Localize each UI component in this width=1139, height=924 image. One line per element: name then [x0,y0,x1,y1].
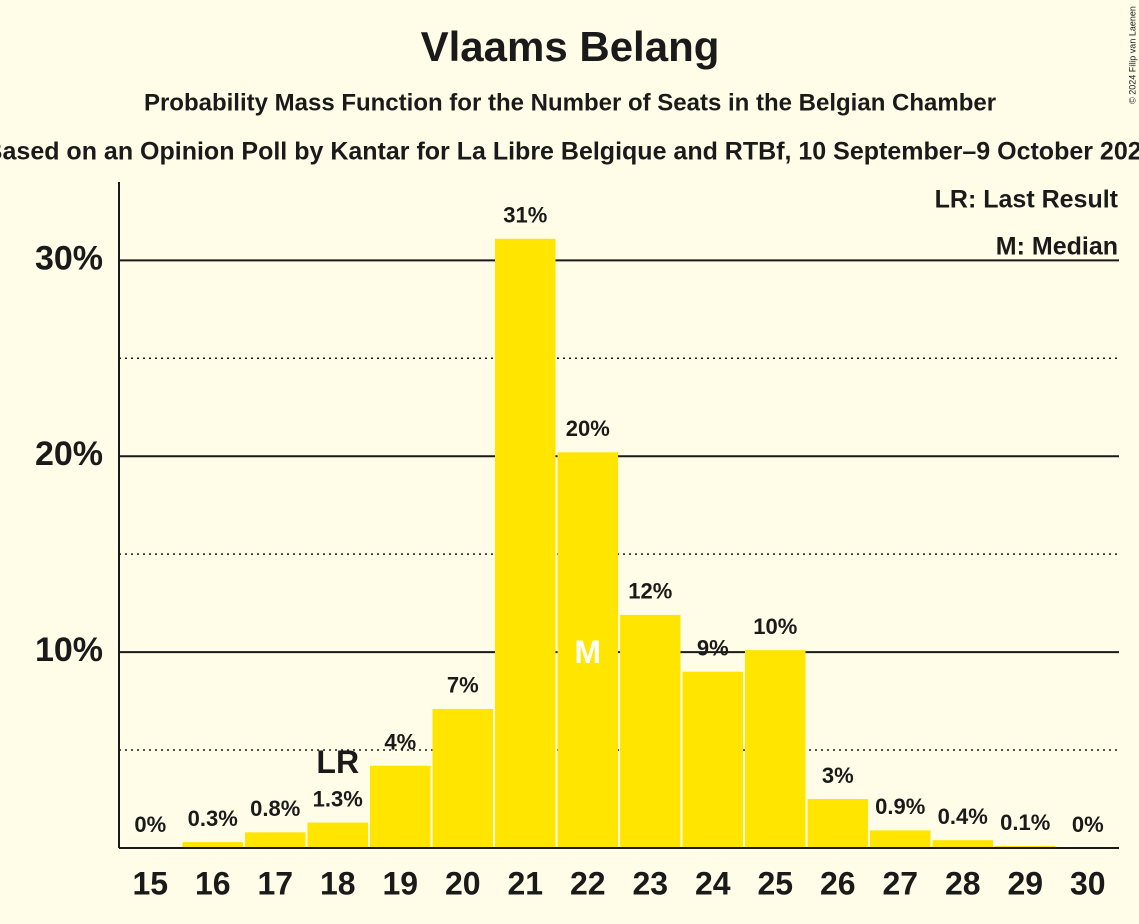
x-tick-label: 27 [882,865,918,901]
value-label: 9% [697,636,729,661]
bar [807,799,868,848]
x-tick-label: 16 [195,865,231,901]
marker-label: LR [316,744,359,780]
bar [932,840,993,848]
value-label: 0% [134,812,166,837]
x-tick-label: 23 [632,865,668,901]
x-tick-label: 30 [1070,865,1106,901]
x-tick-label: 18 [320,865,356,901]
x-tick-label: 17 [257,865,293,901]
bar [245,832,306,848]
x-tick-label: 29 [1007,865,1043,901]
x-tick-label: 15 [132,865,168,901]
y-tick-label: 20% [35,435,103,473]
y-tick-label: 30% [35,239,103,277]
bar [432,708,493,848]
bar [557,452,618,848]
value-label: 31% [503,203,547,228]
chart-subtitle: Based on an Opinion Poll by Kantar for L… [0,138,1139,166]
value-label: 0.3% [188,806,238,831]
value-label: 0% [1072,812,1104,837]
value-label: 7% [447,673,479,698]
value-label: 12% [628,579,672,604]
bar [745,650,806,848]
bar [370,765,431,848]
marker-label: M [574,634,601,670]
value-label: 0.4% [938,804,988,829]
x-tick-label: 24 [695,865,731,901]
legend-entry: M: Median [996,233,1118,261]
value-label: 10% [753,614,797,639]
chart-title: Vlaams Belang [421,23,720,70]
value-label: 3% [822,763,854,788]
legend-entry: LR: Last Result [935,186,1119,214]
x-tick-label: 28 [945,865,981,901]
value-label: 4% [384,730,416,755]
x-tick-label: 19 [382,865,418,901]
y-tick-label: 10% [35,631,103,669]
bar [620,614,681,848]
x-tick-label: 25 [757,865,793,901]
x-tick-label: 26 [820,865,856,901]
value-label: 0.1% [1000,810,1050,835]
copyright: © 2024 Filip van Laenen [1127,6,1137,104]
bar [495,238,556,848]
x-tick-label: 20 [445,865,481,901]
value-label: 20% [566,416,610,441]
bar [307,822,368,848]
x-tick-label: 22 [570,865,606,901]
x-tick-label: 21 [507,865,543,901]
bar [870,830,931,848]
bar [682,671,743,848]
value-label: 0.9% [875,794,925,819]
value-label: 0.8% [250,796,300,821]
bar [182,842,243,848]
value-label: 1.3% [313,786,363,811]
chart-subtitle: Probability Mass Function for the Number… [144,89,996,116]
